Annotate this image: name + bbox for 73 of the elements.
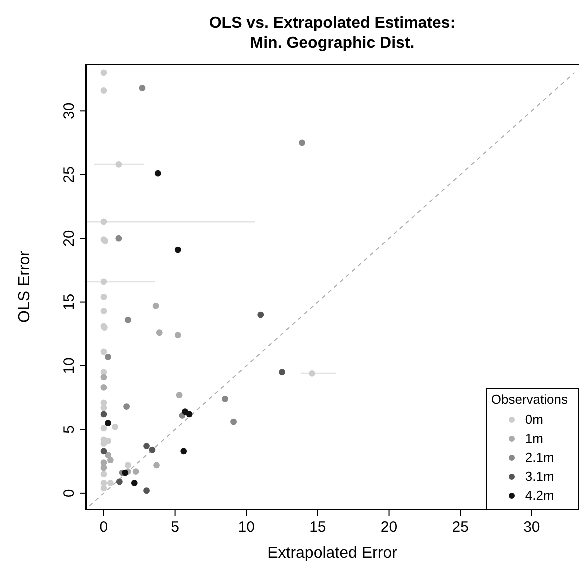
point [122,470,129,476]
point [100,294,108,300]
point [174,332,182,339]
point [258,312,264,318]
y-tick-label: 15 [61,294,78,311]
point [116,235,122,242]
point [100,448,108,455]
x-tick-label: 5 [171,519,180,536]
x-tick-label: 30 [524,519,540,536]
point [100,404,108,412]
legend-label: 3.1m [525,468,554,486]
point [100,464,108,472]
point [154,462,160,469]
point [100,425,108,432]
y-tick-label: 20 [61,230,78,247]
legend-label: 1m [525,430,544,448]
legend-label: 2.1m [525,449,554,467]
point [100,88,108,94]
x-tick-label: 0 [100,519,108,536]
point [112,424,119,430]
point [100,485,108,492]
y-axis-title: OLS Error [16,250,34,324]
x-tick-label: 15 [310,519,326,536]
point [100,308,108,314]
point [100,278,108,286]
x-tick-label: 25 [452,519,469,536]
point [156,330,163,336]
y-tick-label: 30 [61,102,78,120]
point [105,452,112,458]
legend-label: 0m [525,411,544,429]
point [100,218,108,226]
x-axis-title: Extrapolated Error [268,545,398,562]
point [132,468,140,475]
point [230,418,237,426]
point [309,370,316,377]
legend-title: Observations [491,392,568,407]
point [116,161,122,168]
y-tick-label: 10 [61,358,78,374]
point [105,354,112,360]
point [100,348,108,356]
x-tick-label: 20 [380,519,398,536]
point [100,471,108,478]
point [105,420,112,427]
point [144,443,150,450]
point [125,316,132,324]
y-tick-label: 5 [61,426,78,434]
point [180,448,188,455]
point [154,170,162,177]
point [125,462,132,469]
x-tick-label: 10 [238,519,255,536]
point [152,302,160,310]
point [100,70,108,76]
point [116,478,123,486]
point [186,411,193,418]
point [124,404,130,410]
point [100,411,108,418]
chart-title: OLS vs. Extrapolated Estimates: Min. Geographic Dist. [208,14,457,54]
point [100,384,108,391]
point [176,392,183,399]
point [131,480,138,486]
point [222,396,228,402]
y-tick-label: 25 [61,166,78,184]
legend-label: 4.2m [525,487,554,505]
point [144,488,150,494]
point [149,446,156,454]
y-tick-label: 0 [61,489,78,498]
point [299,140,306,146]
point [107,480,114,486]
point [107,457,114,464]
point [279,369,286,376]
point [139,85,146,92]
point [174,246,182,254]
point [100,374,108,381]
